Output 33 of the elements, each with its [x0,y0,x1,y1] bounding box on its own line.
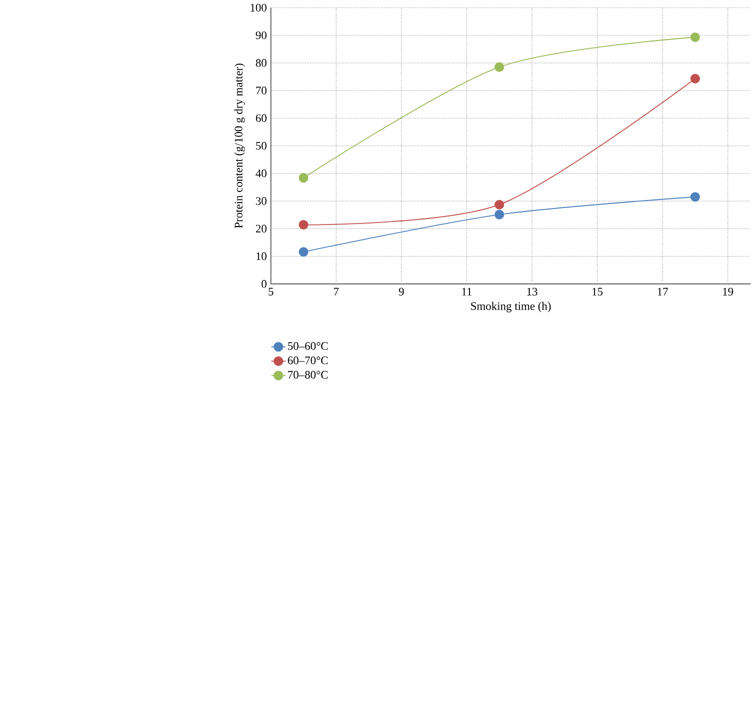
x-tick-label: 5 [268,288,274,296]
point [298,247,308,257]
y-tick-label: 40 [256,170,266,178]
x-tick-label: 7 [334,288,339,296]
y-tick-label: 60 [256,114,266,122]
x-tick-label: 15 [592,288,603,296]
y-tick-label: 30 [256,197,266,206]
y-tick-label: 80 [256,59,266,67]
point [690,74,700,84]
point [494,210,504,220]
x-tick-label: 17 [658,288,668,296]
point [494,200,504,210]
x-tick-label: 19 [723,288,734,296]
y-tick-label: 10 [256,252,266,260]
y-tick-label: 70 [256,86,266,95]
x-tick-label: 11 [462,288,472,296]
y-axis-title: Protein content (g/100 g dry matter) [234,64,245,228]
point [298,173,308,183]
x-tick-label: 13 [527,288,538,296]
y-tick-label: 100 [250,4,266,12]
x-tick-label: 9 [398,288,404,296]
point [690,32,700,42]
x-axis-title: Smoking time (h) [471,302,551,312]
point [298,220,308,230]
legend-label: 70–80°C [288,371,328,379]
y-tick-label: 0 [262,280,266,288]
legend-label: 60–70°C [288,356,328,364]
point [494,62,504,72]
legend-label: 50–60°C [288,342,328,350]
y-tick-label: 90 [256,32,266,40]
y-tick-label: 20 [256,224,266,233]
y-tick-label: 50 [256,142,266,150]
point [690,192,700,202]
